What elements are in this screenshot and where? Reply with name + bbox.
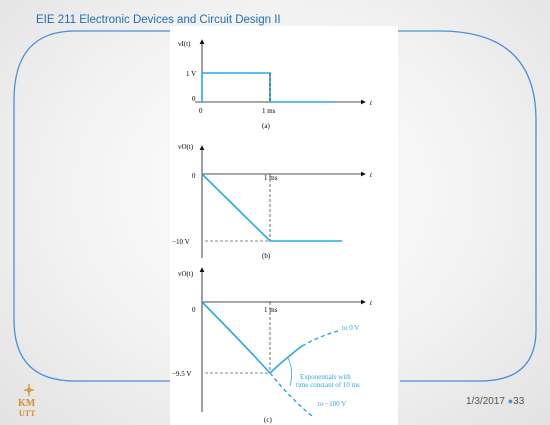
plot-c-annotation-line1: Exponentials with [300,373,351,381]
plot-b-ramp-trace [201,173,342,242]
plot-c-xlabel: t [370,299,373,307]
plot-a-origin-x: 0 [199,107,203,115]
logo-text-top: KM [18,398,36,409]
plot-b-xtick: 1 ms [264,174,278,182]
plot-c-fall-dashed [269,372,313,417]
plot-b-ylabel: vO(t) [178,143,194,151]
plot-b-ytick: −10 V [172,238,190,246]
plot-a-xtick: 1 ms [262,107,276,115]
plot-c-origin: 0 [192,306,196,314]
plot-a: vI(t) t 1 V 0 0 1 ms (a) [178,39,373,130]
plot-c-annotation-line2: time constant of 10 ms [296,381,360,389]
plot-c: vO(t) t 0 1 ms −9.5 V to 0 V Exponential… [172,267,373,424]
plot-c-caption: (c) [264,416,272,424]
plot-c-ytick: −9.5 V [172,370,191,378]
plot-c-to0-label: to 0 V [342,324,359,332]
plot-a-ytick: 1 V [186,70,196,78]
plot-a-caption: (a) [262,122,270,130]
footer-bullet-icon: ● [507,396,514,406]
slide-date: 1/3/2017 [466,396,505,407]
plot-c-annotation-bracket [287,357,292,387]
plot-b-origin: 0 [192,172,196,180]
slide-footer: 1/3/2017 ●33 [466,396,524,407]
plot-a-ylabel: vI(t) [178,40,191,48]
logo-text-bottom: UTT [19,409,36,418]
plot-c-rise-dashed [301,330,339,347]
plot-c-rise-solid [269,345,303,374]
plot-b-caption: (b) [262,252,271,260]
plot-a-pulse-trace [201,72,334,103]
plot-a-xlabel: t [370,99,373,107]
slide-page-number: 33 [513,396,525,407]
plot-b: vO(t) t 0 1 ms −10 V (b) [172,143,373,260]
plot-c-charge-trace [201,301,271,374]
course-title: EIE 211 Electronic Devices and Circuit D… [36,14,281,26]
plot-c-to100-label: to −100 V [318,400,346,408]
plot-a-origin-y: 0 [192,95,196,103]
plot-c-xtick: 1 ms [264,306,278,314]
plot-b-xlabel: t [370,171,373,179]
plot-c-ylabel: vO(t) [178,270,194,278]
figure-panel [170,26,398,425]
kmutt-logo: KM UTT [18,384,36,418]
